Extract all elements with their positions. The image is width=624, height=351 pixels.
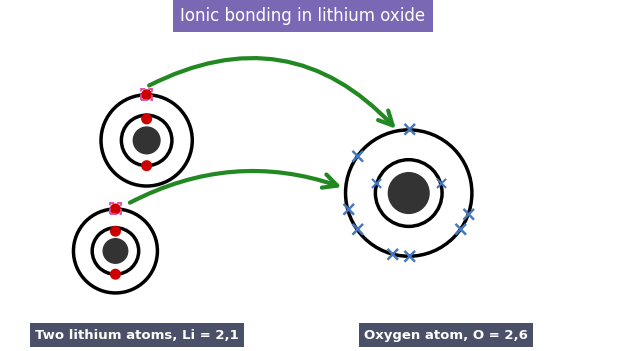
Bar xyxy=(110,204,121,214)
Text: ×: × xyxy=(459,205,477,225)
Text: Oxygen atom, O = 2,6: Oxygen atom, O = 2,6 xyxy=(364,329,528,342)
Text: ×: × xyxy=(400,246,417,266)
Circle shape xyxy=(142,90,152,100)
Circle shape xyxy=(388,173,429,213)
Text: ×: × xyxy=(384,244,401,264)
Text: ×: × xyxy=(339,199,356,219)
Circle shape xyxy=(134,127,160,154)
Text: ×: × xyxy=(400,120,417,140)
Circle shape xyxy=(110,270,120,279)
Text: ×: × xyxy=(452,219,469,239)
Circle shape xyxy=(110,204,120,214)
Bar xyxy=(141,89,152,100)
Text: Ionic bonding in lithium oxide: Ionic bonding in lithium oxide xyxy=(180,7,425,25)
Circle shape xyxy=(110,226,120,236)
Text: ×: × xyxy=(348,147,366,167)
Circle shape xyxy=(142,161,152,171)
Text: ×: × xyxy=(369,176,384,193)
Text: Two lithium atoms, Li = 2,1: Two lithium atoms, Li = 2,1 xyxy=(36,329,239,342)
Circle shape xyxy=(103,239,128,263)
Circle shape xyxy=(142,114,152,124)
Text: ×: × xyxy=(433,176,449,193)
Text: ×: × xyxy=(348,219,366,239)
